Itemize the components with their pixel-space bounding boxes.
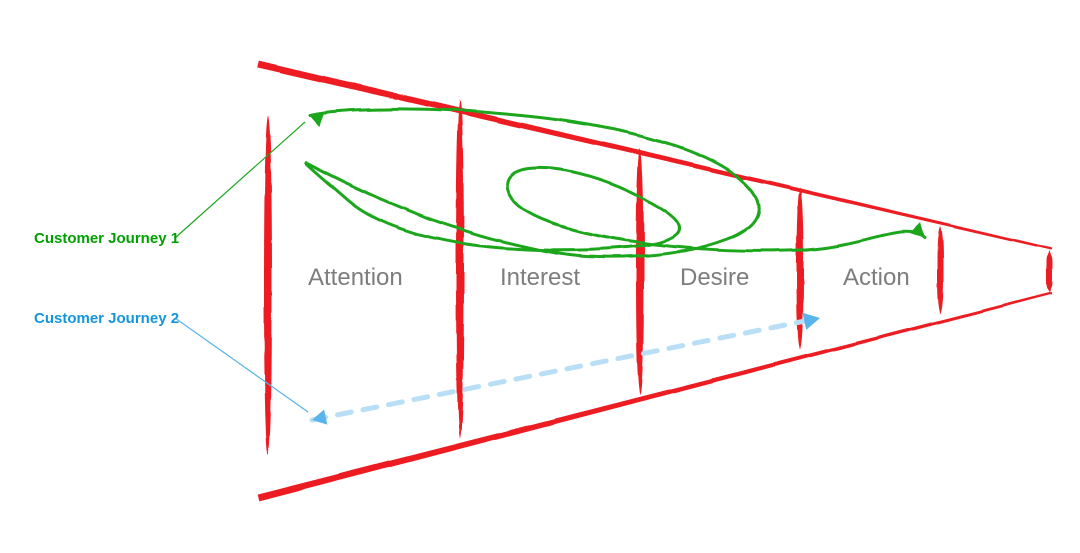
aida-funnel-diagram: Attention Interest Desire Action Customer J… xyxy=(0,0,1080,553)
journey-2-line xyxy=(312,318,820,420)
funnel-divider-0 xyxy=(264,115,272,455)
legend-leader-2 xyxy=(175,318,308,412)
funnel-divider-4 xyxy=(937,225,943,315)
funnel-bottom-edge xyxy=(257,292,1052,502)
stage-label-desire: Desire xyxy=(680,264,749,291)
funnel-divider-2 xyxy=(636,148,644,395)
journey-1-line xyxy=(306,109,925,257)
funnel-divider-1 xyxy=(456,100,464,438)
stage-label-action: Action xyxy=(843,264,910,291)
customer-journey-2-path xyxy=(312,313,820,425)
stage-label-attention: Attention xyxy=(308,264,403,291)
customer-journey-1-path xyxy=(306,109,925,257)
legend-leader-1 xyxy=(175,122,305,238)
stage-labels: Attention Interest Desire Action xyxy=(308,264,910,291)
funnel-divider-3 xyxy=(797,188,804,350)
legend-label-journey-1: Customer Journey 1 xyxy=(34,230,179,247)
legend-label-journey-2: Customer Journey 2 xyxy=(34,310,179,327)
funnel-divider-5 xyxy=(1047,250,1053,293)
stage-label-interest: Interest xyxy=(500,264,580,291)
funnel-top-edge xyxy=(257,61,1052,251)
